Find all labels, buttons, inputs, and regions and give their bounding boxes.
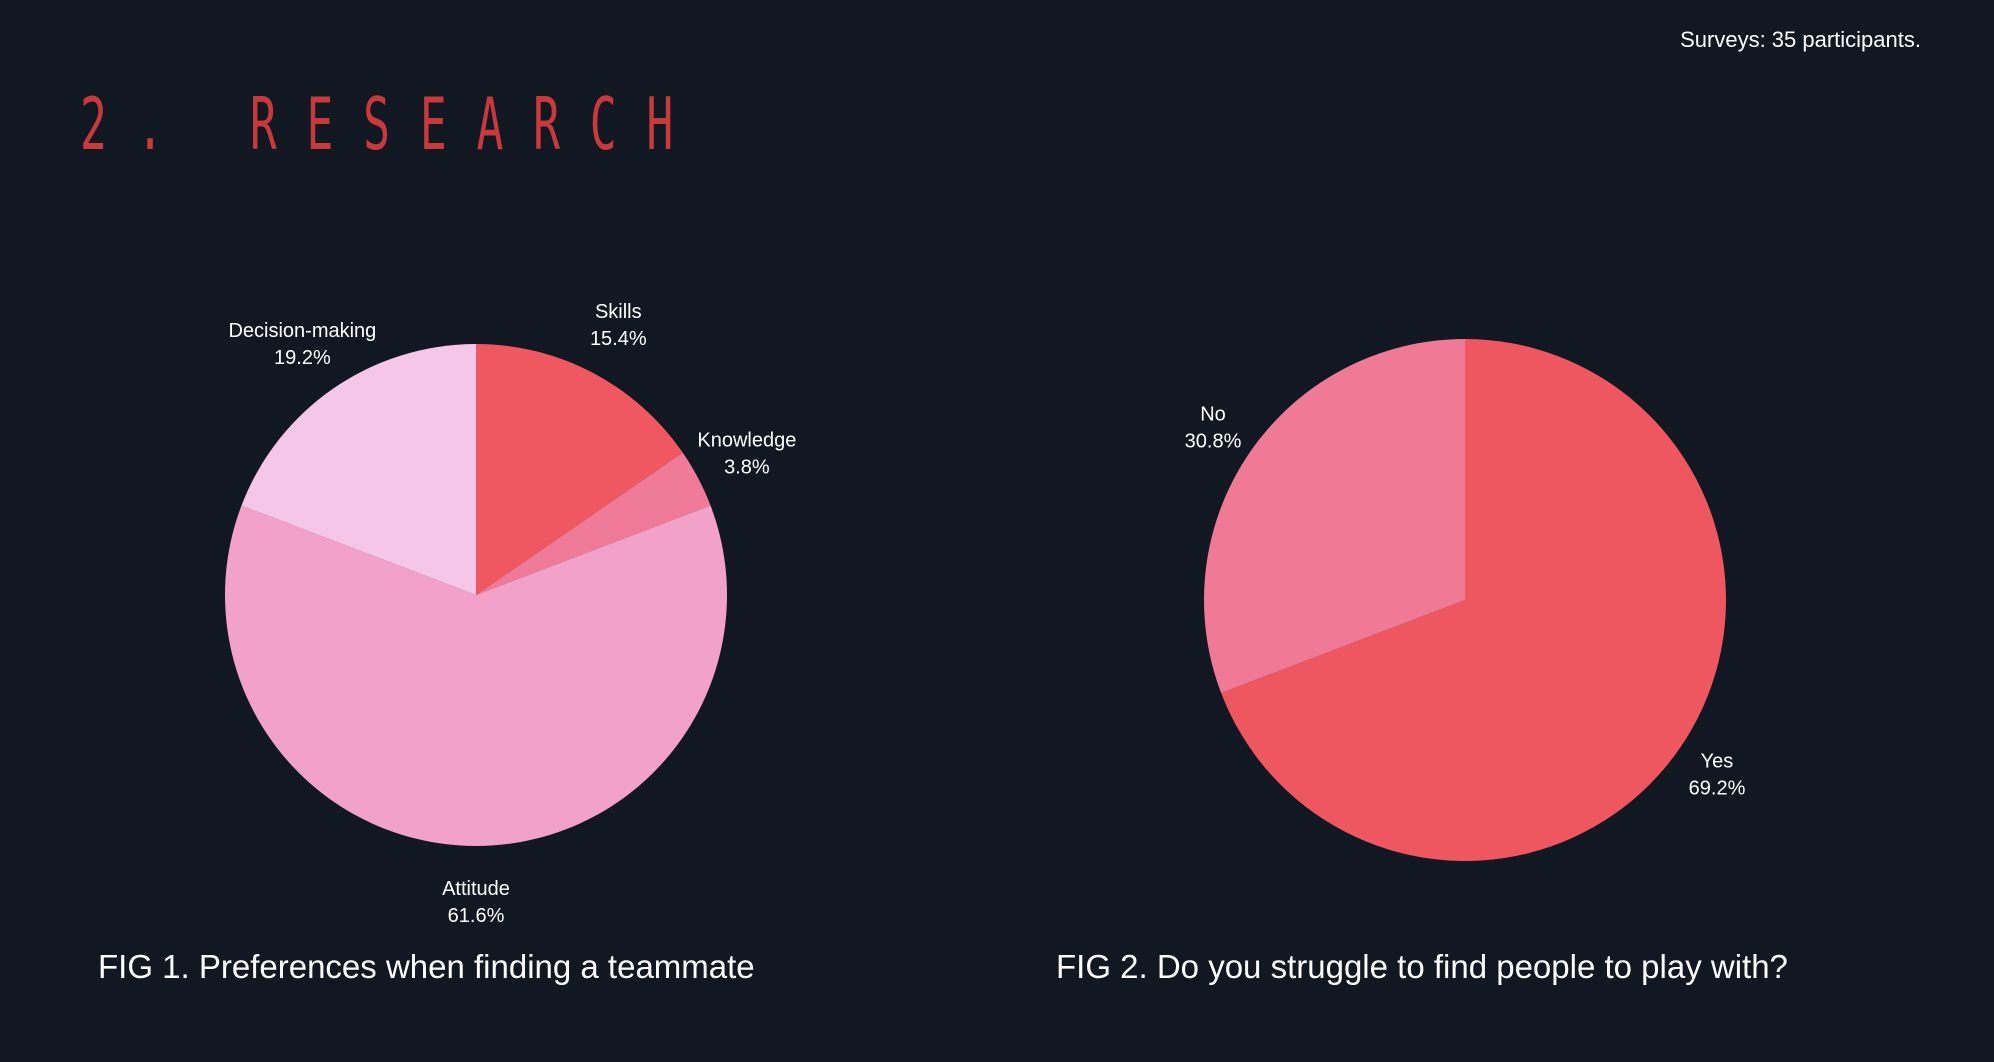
- fig2-slice-name-yes: Yes: [1701, 751, 1734, 773]
- fig1-caption: FIG 1. Preferences when finding a teamma…: [98, 948, 755, 985]
- fig2-slice-name-no: No: [1200, 403, 1226, 425]
- fig1-slice-knowledge: [476, 452, 711, 595]
- fig1-slice-skills: [476, 344, 683, 595]
- fig2-slice-percent-yes: 69.2%: [1689, 778, 1746, 800]
- fig1-slice-name-decision-making: Decision-making: [228, 320, 376, 342]
- fig1-slice-attitude: [225, 505, 728, 846]
- fig1-slice-name-skills: Skills: [595, 301, 642, 323]
- survey-note: Surveys: 35 participants.: [1680, 27, 1921, 52]
- fig1-slice-percent-skills: 15.4%: [590, 328, 647, 350]
- fig2-slice-percent-no: 30.8%: [1185, 430, 1242, 452]
- fig2-slice-yes: [1221, 339, 1727, 861]
- fig2-slice-no: [1204, 339, 1465, 694]
- fig1-slice-name-knowledge: Knowledge: [697, 430, 796, 452]
- fig1-slice-percent-knowledge: 3.8%: [724, 457, 770, 479]
- fig1-slice-decision-making: [241, 344, 476, 595]
- fig2-caption: FIG 2. Do you struggle to find people to…: [1056, 948, 1788, 985]
- fig1-slice-name-attitude: Attitude: [442, 878, 510, 900]
- section-title: 2. RESEARCH: [80, 82, 703, 166]
- fig1-slice-percent-attitude: 61.6%: [448, 905, 505, 927]
- fig1-slice-percent-decision-making: 19.2%: [274, 347, 331, 369]
